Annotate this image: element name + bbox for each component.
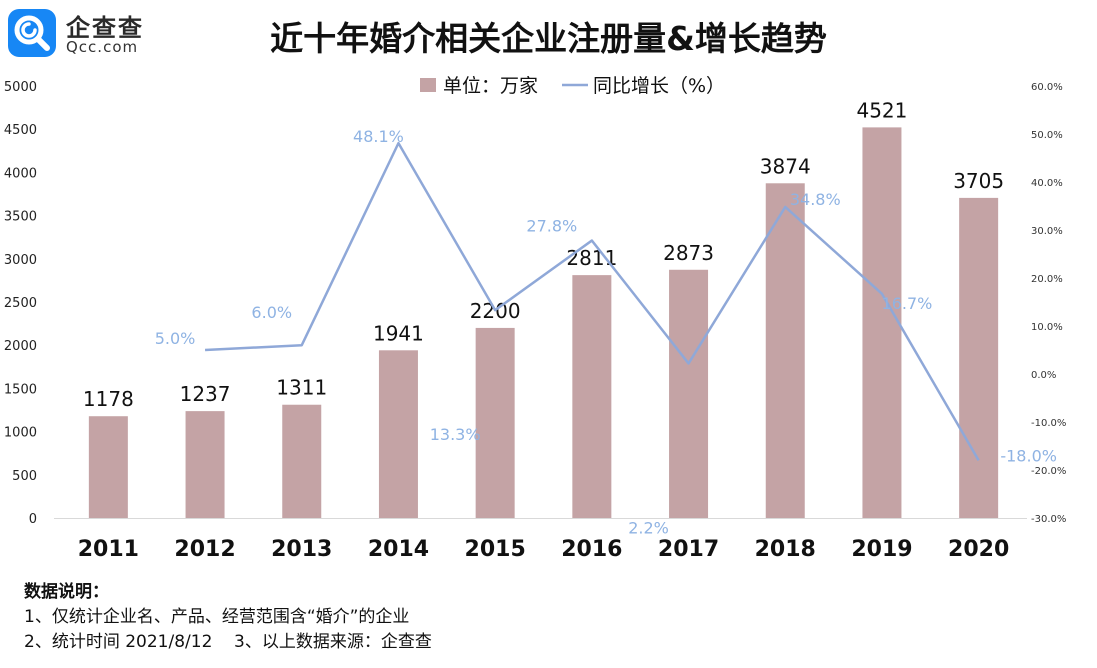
bar (959, 197, 999, 518)
bar (862, 127, 902, 519)
bar-value-label: 2873 (663, 241, 714, 265)
bar (572, 275, 612, 518)
chart-legend: 单位：万家 同比增长（%） (420, 75, 725, 97)
x-tick-label: 2018 (755, 537, 816, 562)
notes-line-2: 2、统计时间 2021/8/12 3、以上数据来源：企查查 (24, 632, 432, 652)
growth-line (204, 141, 980, 462)
growth-value-label: 2.2% (628, 518, 669, 537)
y-tick-label: 1000 (4, 426, 37, 441)
y2-tick-label: 60.0% (1031, 82, 1063, 93)
y-tick-label: 5000 (4, 80, 37, 95)
y-axis-right: -30.0% -20.0% -10.0% 0.0% 10.0% 20.0% 30.0% 40.… (1031, 82, 1066, 525)
growth-value-label: 48.1% (353, 127, 404, 146)
growth-value-label: 27.8% (526, 217, 577, 236)
qcc-logo: 企查查 Qcc.com (8, 7, 168, 59)
bar (475, 327, 515, 518)
y2-tick-label: 40.0% (1031, 178, 1063, 189)
legend-bar-label: 单位：万家 (443, 75, 538, 97)
y-tick-label: 500 (12, 469, 37, 484)
bar-value-label: 3874 (760, 154, 811, 178)
legend-line-label: 同比增长（%） (593, 75, 725, 97)
x-tick-label: 2014 (368, 537, 429, 562)
x-tick-label: 2020 (948, 537, 1009, 562)
bar-value-label: 2811 (566, 246, 617, 270)
notes-heading: 数据说明： (24, 582, 109, 602)
x-tick-label: 2019 (851, 537, 912, 562)
y2-tick-label: 0.0% (1031, 370, 1056, 381)
x-tick-label: 2013 (271, 537, 332, 562)
magnifier-icon (8, 9, 56, 57)
y2-tick-label: 50.0% (1031, 130, 1063, 141)
y2-tick-label: -20.0% (1031, 466, 1066, 477)
y2-tick-label: -10.0% (1031, 418, 1066, 429)
y2-tick-label: 10.0% (1031, 322, 1063, 333)
y-tick-label: 3500 (4, 210, 37, 225)
growth-value-label: 13.3% (430, 425, 481, 444)
growth-value-label: 34.8% (790, 190, 841, 209)
bar (669, 269, 709, 518)
bar-value-label: 3705 (953, 169, 1004, 193)
chart-title: 近十年婚介相关企业注册量&增长趋势 (270, 19, 827, 58)
bar-value-label: 4521 (856, 98, 907, 122)
bar-value-label: 1311 (276, 376, 327, 400)
notes-line-1: 1、仅统计企业名、产品、经营范围含“婚介”的企业 (24, 607, 410, 627)
x-tick-label: 2015 (465, 537, 526, 562)
growth-value-label: 16.7% (882, 294, 933, 313)
bar (88, 416, 128, 518)
x-tick-label: 2011 (78, 537, 139, 562)
y-tick-label: 0 (29, 512, 37, 527)
bar-value-label: 1941 (373, 321, 424, 345)
legend-bar-swatch (420, 78, 436, 92)
y-tick-label: 2000 (4, 339, 37, 354)
data-notes: 数据说明： 1、仅统计企业名、产品、经营范围含“婚介”的企业 2、统计时间 20… (24, 580, 432, 655)
y2-tick-label: -30.0% (1031, 514, 1066, 525)
x-tick-label: 2017 (658, 537, 719, 562)
logo-name: 企查查 (66, 14, 144, 42)
bar (185, 411, 225, 518)
line-series: 5.0% 6.0% 48.1% 13.3% 27.8% 2.2% 34.8% 16.7% -18… (155, 127, 1057, 537)
y-tick-label: 4000 (4, 166, 37, 181)
y2-tick-label: 20.0% (1031, 274, 1063, 285)
logo-domain: Qcc.com (66, 38, 139, 56)
growth-value-label: 5.0% (155, 329, 196, 348)
bar (282, 404, 322, 518)
bar (765, 183, 805, 518)
growth-value-label: -18.0% (1000, 446, 1057, 465)
y-axis-left: 0 500 1000 1500 2000 2500 3000 3500 4000 4500 5000 (4, 80, 37, 527)
x-tick-label: 2012 (174, 537, 235, 562)
y-tick-label: 1500 (4, 382, 37, 397)
y-tick-label: 4500 (4, 123, 37, 138)
bar-value-label: 1178 (83, 387, 134, 411)
bar (378, 350, 418, 518)
bar-value-label: 1237 (180, 382, 231, 406)
x-axis: 2011 2012 2013 2014 2015 2016 2017 2018 2019 2020 (54, 518, 1027, 562)
y-tick-label: 3000 (4, 253, 37, 268)
y2-tick-label: 30.0% (1031, 226, 1063, 237)
x-tick-label: 2016 (561, 537, 622, 562)
y-tick-label: 2500 (4, 296, 37, 311)
growth-value-label: 6.0% (251, 303, 292, 322)
